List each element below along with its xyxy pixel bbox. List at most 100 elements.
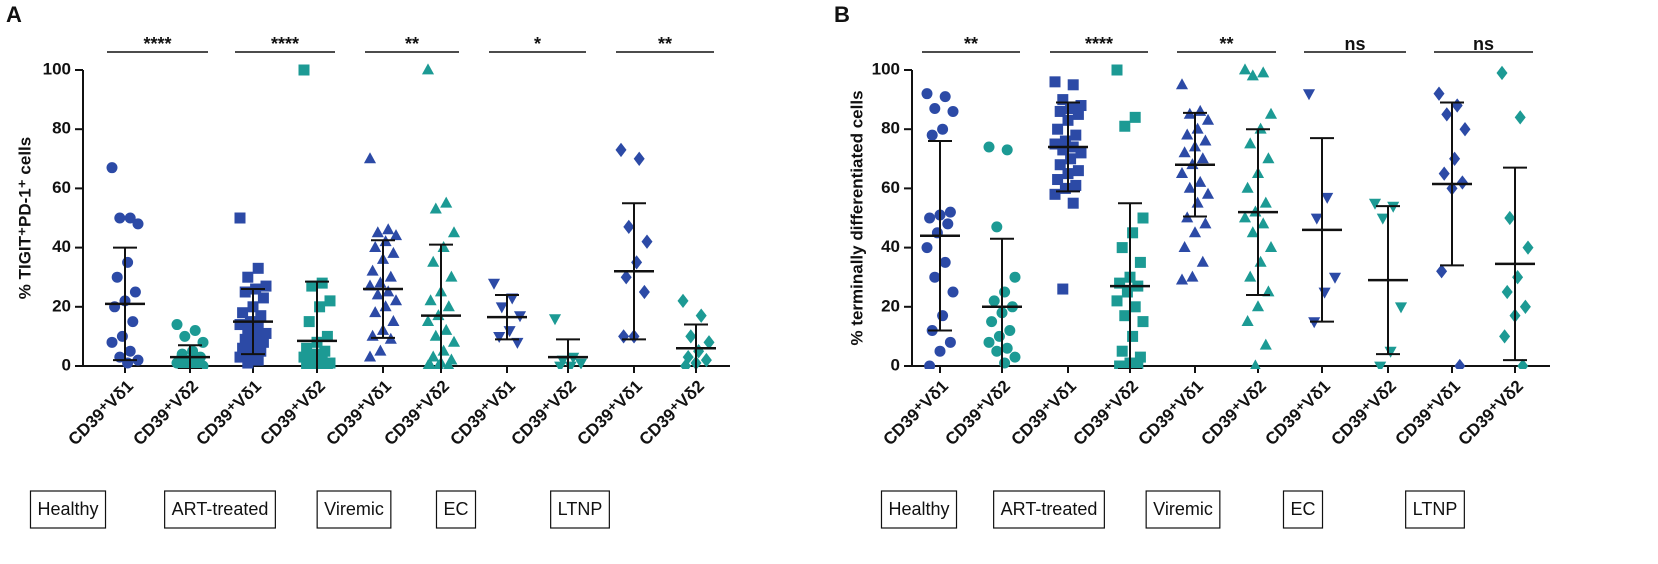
data-point [1181,128,1194,140]
data-point [447,335,461,347]
data-point [1134,256,1146,268]
data-point [1251,300,1265,312]
data-point [1175,78,1189,90]
data-point [1178,146,1191,158]
data-point [237,307,249,319]
data-point [1438,166,1450,181]
data-point [1376,213,1389,225]
data-point [1394,302,1408,314]
y-tick-label: 20 [52,296,71,315]
data-point [1519,299,1531,314]
data-point [1262,152,1275,164]
data-point [1183,181,1196,193]
data-point [239,333,251,345]
x-tick-label: CD39⁺Vδ2 [1197,377,1270,450]
data-point [1072,108,1084,120]
data-point [1001,144,1013,156]
data-point [1057,94,1069,106]
x-tick-label: CD39⁺Vδ2 [507,377,580,450]
data-point [1054,159,1066,171]
data-point [437,241,450,252]
group-box [993,490,1105,529]
data-point [363,152,377,164]
data-point [176,360,188,369]
data-point [382,285,395,297]
plot-area [105,63,716,369]
data-point [447,226,461,238]
x-tick-label: CD39⁺Vδ1 [1261,377,1334,450]
data-point [116,330,128,342]
group-box [316,490,392,529]
data-point [427,350,440,362]
data-point [1186,270,1199,282]
data-point [1241,181,1254,193]
data-point [564,361,577,369]
panel-label: B [834,2,850,27]
data-point [374,276,387,288]
data-point [234,212,246,224]
y-axis-label: % TIGIT⁺PD-1⁺ cells [15,137,34,300]
data-point [1059,182,1071,194]
x-tick-label: CD39⁺Vδ2 [635,377,708,450]
data-point [1504,210,1516,226]
data-point [1196,152,1209,164]
significance-label: **** [143,34,171,54]
significance-label: ** [405,34,419,54]
data-point [440,196,453,208]
group-label: LTNP [1413,499,1458,519]
data-point [929,102,941,114]
data-point [384,270,397,282]
data-point [921,242,933,254]
y-axis-label: % terminally differentiated cells [847,90,866,345]
data-point [308,348,320,360]
data-point [1065,153,1077,165]
data-point [1009,351,1021,363]
data-point [947,105,959,117]
significance-label: * [534,34,541,54]
data-point [106,336,118,348]
data-point [422,359,434,369]
x-tick-label: CD39⁺Vδ1 [446,377,519,450]
data-point [1512,270,1524,285]
data-point [324,295,336,307]
data-point [1451,98,1463,113]
data-point [1201,113,1215,125]
data-point [171,319,183,331]
data-point [1244,137,1257,149]
data-point [1384,346,1397,358]
data-point [1449,151,1461,166]
panel-label: A [6,2,22,27]
data-point [503,326,516,338]
data-point [1254,122,1267,134]
data-point [363,279,377,291]
group-label: EC [1290,499,1315,519]
significance-label: **** [271,34,299,54]
data-point [682,349,694,365]
data-point [389,229,403,241]
data-point [493,332,506,343]
x-tick-label: CD39⁺Vδ1 [1007,377,1080,450]
data-point [641,234,653,249]
data-point [316,277,328,289]
significance-label: ** [964,34,978,54]
data-point [1114,277,1126,289]
data-point [693,344,705,359]
y-tick-label: 60 [52,178,71,197]
data-point [1199,217,1212,229]
data-point [1374,361,1387,369]
data-point [1175,167,1189,178]
data-point [620,270,632,285]
y-tick-label: 0 [62,355,71,374]
data-point [991,345,1003,357]
data-point [618,329,630,344]
data-point [1059,135,1071,147]
data-point [1257,217,1270,229]
data-point [934,345,946,357]
significance-label: ns [1344,34,1365,54]
data-point [237,342,249,354]
data-point [1522,240,1534,255]
data-point [1137,316,1149,328]
data-point [924,360,936,369]
group-box [880,490,958,529]
data-point [615,142,627,158]
